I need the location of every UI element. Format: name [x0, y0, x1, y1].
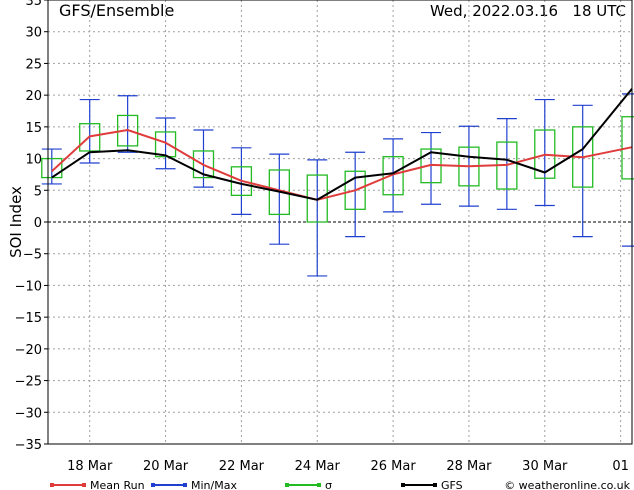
series-lines — [51, 88, 633, 201]
x-tick-label: 22 Mar — [219, 459, 265, 474]
legend-label: GFS — [441, 479, 463, 490]
legend-label: Mean Run — [90, 479, 145, 490]
sigma-box — [41, 157, 63, 179]
y-tick-label: −25 — [15, 375, 42, 390]
minmax-bars — [41, 93, 634, 277]
y-tick-label: −5 — [23, 248, 42, 263]
footer-credit: © weatheronline.co.uk — [504, 479, 630, 490]
y-tick-label: −20 — [15, 343, 42, 358]
sigma-box — [534, 129, 556, 179]
minmax-bar — [79, 98, 100, 164]
x-tick-label: 26 Mar — [370, 459, 416, 474]
legend-label: σ — [325, 479, 332, 490]
y-tick-label: −10 — [15, 279, 42, 294]
x-tick-label: 18 Mar — [67, 459, 113, 474]
grid-lines — [48, 0, 632, 444]
legend-label: Min/Max — [191, 479, 237, 490]
legend-swatch-dot — [183, 483, 187, 487]
x-tick-label: 30 Mar — [522, 459, 568, 474]
minmax-bar — [307, 159, 328, 277]
legend-item-gfs: GFS — [401, 479, 463, 490]
sigma-box — [116, 114, 139, 147]
minmax-bar — [534, 98, 555, 207]
chart-header-left: GFS/Ensemble — [59, 1, 174, 20]
sigma-box — [154, 131, 177, 158]
y-tick-label: 10 — [25, 153, 42, 168]
legend-item-minmax: Min/Max — [151, 479, 237, 490]
minmax-bar — [269, 153, 290, 245]
legend-item-mean: Mean Run — [50, 479, 145, 490]
minmax-bar — [421, 131, 442, 205]
gfs-line — [51, 88, 633, 201]
legend-swatch-dot — [50, 483, 54, 487]
y-axis-label: SOI Index — [7, 186, 25, 258]
y-tick-label: 30 — [25, 26, 42, 41]
y-tick-label: −30 — [15, 406, 42, 421]
chart-header-right: Wed, 2022.03.16 18 UTC — [430, 2, 626, 20]
legend: Mean Run Min/Max σ GFS — [50, 479, 463, 490]
legend-swatch-dot — [151, 483, 155, 487]
x-tick-label: 28 Mar — [446, 459, 492, 474]
minmax-bar — [572, 104, 593, 238]
mean-run-line — [51, 129, 633, 201]
legend-swatch-dot — [285, 483, 289, 487]
legend-swatch-dot — [433, 483, 437, 487]
y-tick-label: 25 — [25, 57, 42, 72]
sigma-box — [344, 170, 366, 210]
minmax-bar — [117, 95, 138, 153]
y-tick-label: −15 — [15, 311, 42, 326]
sigma-box — [192, 150, 215, 179]
legend-swatch-dot — [82, 483, 86, 487]
y-tick-label: 0 — [34, 216, 42, 231]
x-tick-label: 20 Mar — [143, 459, 189, 474]
legend-swatch-dot — [401, 483, 405, 487]
minmax-bar — [345, 151, 366, 238]
x-tick-label: 01 — [612, 459, 629, 474]
legend-swatch-dot — [317, 483, 321, 487]
minmax-bar — [193, 129, 214, 188]
legend-item-sigma: σ — [285, 479, 332, 490]
sigma-box — [382, 156, 404, 196]
y-tick-label: 35 — [25, 0, 42, 9]
y-tick-label: 20 — [25, 89, 42, 104]
y-tick-label: −35 — [15, 438, 42, 453]
sigma-box — [79, 123, 101, 152]
y-tick-label: 5 — [34, 184, 42, 199]
x-axis-ticks: 18 Mar 20 Mar 22 Mar 24 Mar 26 Mar 28 Mar 30 M… — [67, 459, 629, 474]
x-tick-label: 24 Mar — [295, 459, 341, 474]
y-axis-ticks: 35 30 25 20 15 10 5 0 −5 −10 −15 −20 −25 −30 −35 — [15, 0, 48, 453]
y-tick-label: 15 — [25, 121, 42, 136]
minmax-bar — [41, 148, 62, 185]
plot-frame — [47, 0, 633, 445]
